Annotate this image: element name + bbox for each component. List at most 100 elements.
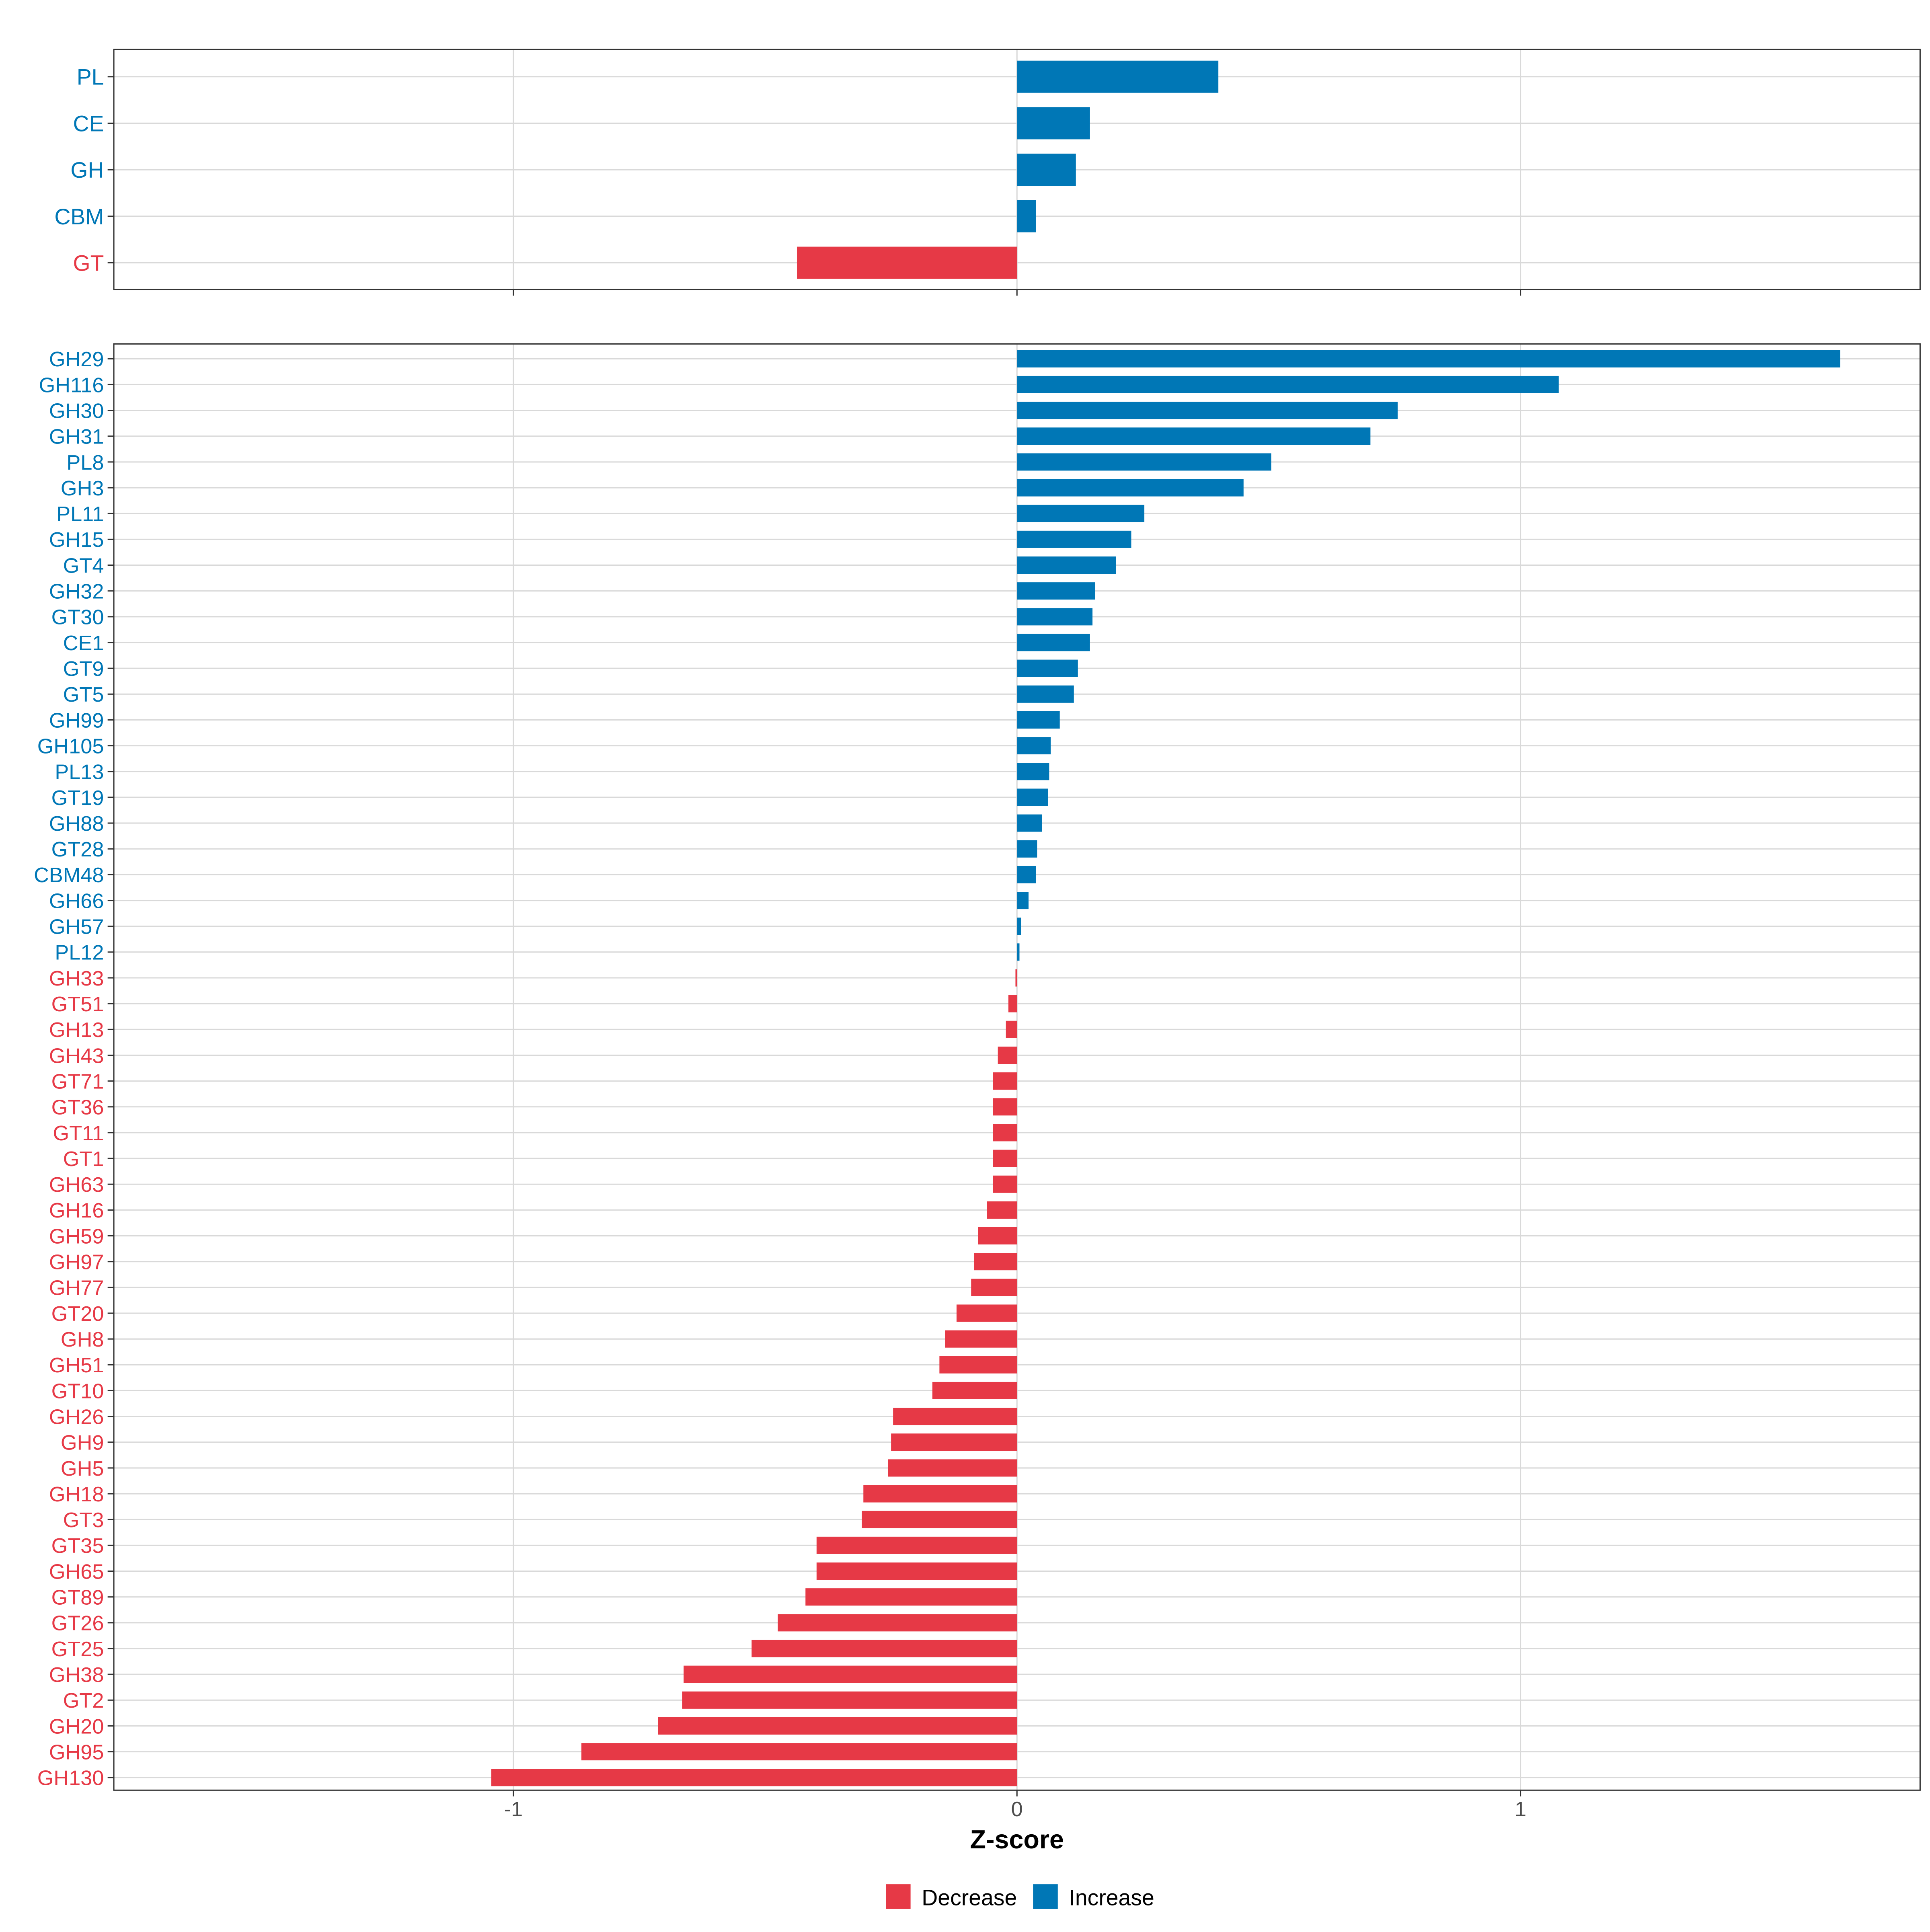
family-label-gh57: GH57 (49, 916, 104, 939)
family-bar-gh9 (891, 1433, 1017, 1451)
family-bar-gt35 (816, 1536, 1017, 1554)
family-bar-gt5 (1017, 685, 1074, 703)
family-bar-gt10 (932, 1382, 1017, 1399)
family-label-gt36: GT36 (51, 1096, 104, 1119)
family-label-gt5: GT5 (63, 683, 104, 706)
family-label-pl8: PL8 (66, 451, 104, 474)
class-label-pl: PL (77, 65, 104, 90)
family-label-gh33: GH33 (49, 967, 104, 990)
family-bar-pl8 (1017, 453, 1271, 471)
family-label-gh31: GH31 (49, 425, 104, 449)
family-bar-gh51 (939, 1356, 1017, 1374)
family-label-gh77: GH77 (49, 1277, 104, 1300)
family-bar-gh57 (1017, 918, 1021, 935)
family-label-gh20: GH20 (49, 1715, 104, 1738)
family-label-gh26: GH26 (49, 1405, 104, 1429)
family-bar-gh95 (581, 1743, 1017, 1761)
family-label-gt20: GT20 (51, 1302, 104, 1326)
family-label-gh13: GH13 (49, 1018, 104, 1042)
family-label-gh29: GH29 (49, 348, 104, 371)
family-label-pl11: PL11 (56, 503, 104, 526)
family-label-gt2: GT2 (63, 1689, 104, 1712)
legend-key-decrease (886, 1884, 911, 1909)
family-label-gt9: GT9 (63, 657, 104, 681)
family-label-gh32: GH32 (49, 580, 104, 604)
class-label-gh: GH (70, 158, 104, 183)
family-bar-gh29 (1017, 350, 1840, 368)
family-label-gt4: GT4 (63, 554, 104, 577)
family-bar-gh33 (1015, 969, 1017, 987)
family-bar-gh99 (1017, 711, 1060, 729)
family-bar-gh65 (816, 1562, 1017, 1580)
class-bar-gt (797, 246, 1017, 279)
family-label-gh130: GH130 (37, 1767, 104, 1790)
family-bar-gh32 (1017, 582, 1095, 600)
family-label-gh95: GH95 (49, 1741, 104, 1764)
family-bar-gt28 (1017, 840, 1037, 858)
class-bar-pl (1017, 60, 1219, 93)
family-bar-gh63 (993, 1175, 1017, 1193)
family-bar-pl13 (1017, 763, 1049, 780)
family-label-gh65: GH65 (49, 1560, 104, 1583)
family-bar-gt25 (751, 1640, 1017, 1657)
family-bar-ce1 (1017, 634, 1090, 651)
family-label-gh15: GH15 (49, 528, 104, 552)
family-label-gt30: GT30 (51, 606, 104, 629)
family-bar-gt26 (778, 1614, 1017, 1632)
class-bar-ce (1017, 107, 1090, 140)
family-bar-gh88 (1017, 814, 1042, 832)
x-axis: -1 0 1 (504, 1798, 1526, 1821)
family-bar-gh59 (978, 1227, 1017, 1245)
x-tick-label-2: 1 (1515, 1798, 1526, 1821)
family-bar-gt51 (1008, 995, 1017, 1012)
class-panel: PL CE GH CBM GT (54, 49, 1921, 296)
family-bar-gh30 (1017, 402, 1398, 419)
x-axis-title: Z-score (970, 1825, 1064, 1854)
family-label-gt10: GT10 (51, 1380, 104, 1403)
family-panel: GH29GH116GH30GH31PL8GH3PL11GH15GT4GH32GT… (34, 343, 1921, 1796)
class-label-cbm: CBM (54, 204, 104, 229)
family-label-gh105: GH105 (37, 735, 104, 758)
family-bar-gt20 (956, 1304, 1017, 1322)
legend: Decrease Increase (886, 1884, 1154, 1910)
family-label-gh59: GH59 (49, 1225, 104, 1248)
family-label-gt26: GT26 (51, 1612, 104, 1635)
family-label-cbm48: CBM48 (34, 864, 104, 887)
family-label-gh99: GH99 (49, 709, 104, 732)
family-bar-gh66 (1017, 892, 1029, 910)
family-label-gh30: GH30 (49, 399, 104, 423)
family-bar-gh18 (863, 1485, 1017, 1503)
x-tick-label-0: -1 (504, 1798, 523, 1821)
class-bar-gh (1017, 154, 1076, 186)
family-bar-gt1 (993, 1150, 1017, 1167)
family-bar-gh116 (1017, 376, 1559, 393)
family-bar-gt19 (1017, 788, 1048, 806)
family-label-gh38: GH38 (49, 1663, 104, 1687)
family-bar-gt4 (1017, 556, 1116, 574)
family-bar-gh5 (888, 1459, 1017, 1477)
family-bar-gt11 (993, 1124, 1017, 1142)
family-bar-gh38 (684, 1665, 1017, 1683)
family-label-gt11: GT11 (53, 1122, 104, 1145)
legend-label-decrease: Decrease (922, 1885, 1017, 1910)
family-label-gh66: GH66 (49, 889, 104, 913)
family-label-gt3: GT3 (63, 1509, 104, 1532)
family-label-gt71: GT71 (51, 1070, 104, 1093)
family-bar-gh77 (971, 1279, 1017, 1296)
family-bar-gh43 (998, 1046, 1017, 1064)
family-label-gh16: GH16 (49, 1199, 104, 1222)
family-label-gh18: GH18 (49, 1483, 104, 1506)
family-bar-gh3 (1017, 479, 1244, 497)
family-label-pl12: PL12 (55, 941, 104, 965)
class-label-gt: GT (73, 250, 104, 275)
family-label-gh63: GH63 (49, 1173, 104, 1197)
family-bar-gt36 (993, 1098, 1017, 1116)
family-bar-gt30 (1017, 608, 1093, 626)
family-label-gh51: GH51 (49, 1354, 104, 1377)
legend-key-increase (1033, 1884, 1058, 1909)
family-label-gh97: GH97 (49, 1251, 104, 1274)
family-label-gt28: GT28 (51, 838, 104, 861)
family-label-gh9: GH9 (61, 1431, 104, 1455)
